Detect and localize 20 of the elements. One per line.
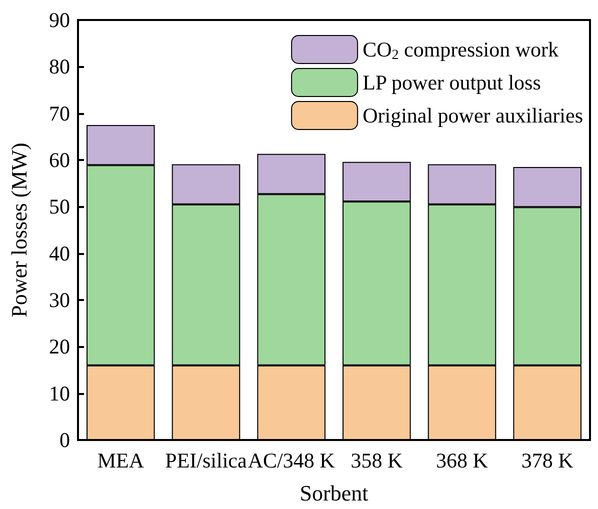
x-tick-label: 378 K <box>521 448 574 472</box>
y-tick-label: 70 <box>49 101 70 126</box>
x-tick-label: PEI/silica <box>165 448 248 472</box>
x-tick-label: 368 K <box>436 448 488 472</box>
y-tick-label: 60 <box>49 148 70 172</box>
y-tick-label: 90 <box>49 8 70 32</box>
x-tick-label: MEA <box>97 448 145 472</box>
y-axis-title: Power losses (MW) <box>6 142 32 318</box>
y-tick-label: 50 <box>49 194 70 219</box>
y-tick-label: 40 <box>49 241 70 266</box>
x-axis-title: Sorbent <box>300 480 368 506</box>
y-tick-label: 10 <box>49 381 70 406</box>
x-tick-label: 358 K <box>350 448 403 472</box>
y-tick-label: 30 <box>49 288 70 312</box>
y-tick-label: 80 <box>49 54 70 79</box>
legend-label: Original power auxiliaries <box>362 104 584 128</box>
y-tick-label: 20 <box>49 334 70 359</box>
y-tick-label: 0 <box>60 428 70 452</box>
x-tick-label: AC/348 K <box>248 448 335 472</box>
legend-label: LP power output loss <box>362 70 541 94</box>
